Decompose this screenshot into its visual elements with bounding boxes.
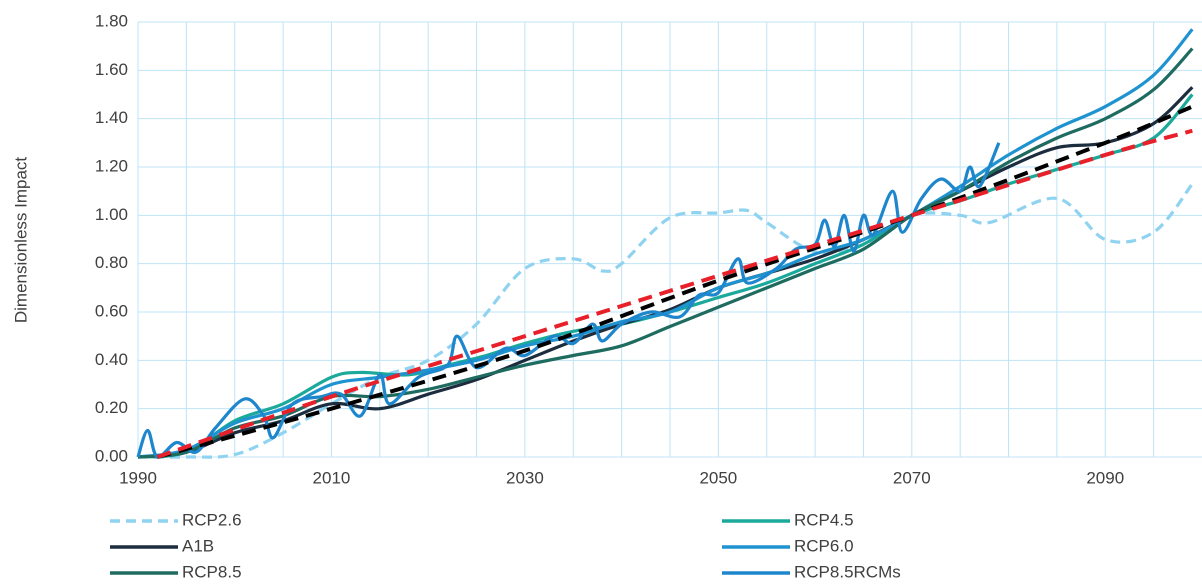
legend-label: RCP4.5 [794, 510, 854, 529]
series-line [136, 142, 1001, 459]
y-tick-label: 0.60 [95, 301, 128, 320]
series-line [137, 28, 1194, 459]
legend-label: RCP6.0 [794, 536, 854, 555]
y-tick-label: 1.60 [95, 60, 128, 79]
legend-label: A1B [182, 536, 214, 555]
legend-label: RCP8.5 [182, 562, 242, 581]
series-line [137, 86, 1194, 459]
series-line [156, 104, 1194, 459]
y-tick-label: 1.20 [95, 156, 128, 175]
legend-label: RCP8.5RCMs [794, 562, 901, 581]
x-tick-label: 2030 [506, 468, 544, 487]
series-line [137, 182, 1194, 459]
y-tick-label: 0.80 [95, 253, 128, 272]
y-tick-label: 0.40 [95, 350, 128, 369]
y-tick-label: 0.00 [95, 446, 128, 465]
x-tick-label: 2070 [893, 468, 931, 487]
y-tick-label: 1.80 [95, 11, 128, 30]
series-line [137, 47, 1194, 459]
y-tick-label: 1.00 [95, 205, 128, 224]
y-axis-label: Dimensionless Impact [11, 157, 30, 324]
y-tick-label: 0.20 [95, 398, 128, 417]
x-tick-label: 2050 [699, 468, 737, 487]
x-tick-label: 2010 [313, 468, 351, 487]
y-tick-label: 1.40 [95, 108, 128, 127]
x-tick-label: 2090 [1086, 468, 1124, 487]
legend-label: RCP2.6 [182, 510, 242, 529]
x-tick-label: 1990 [119, 468, 157, 487]
series-line [156, 128, 1193, 459]
